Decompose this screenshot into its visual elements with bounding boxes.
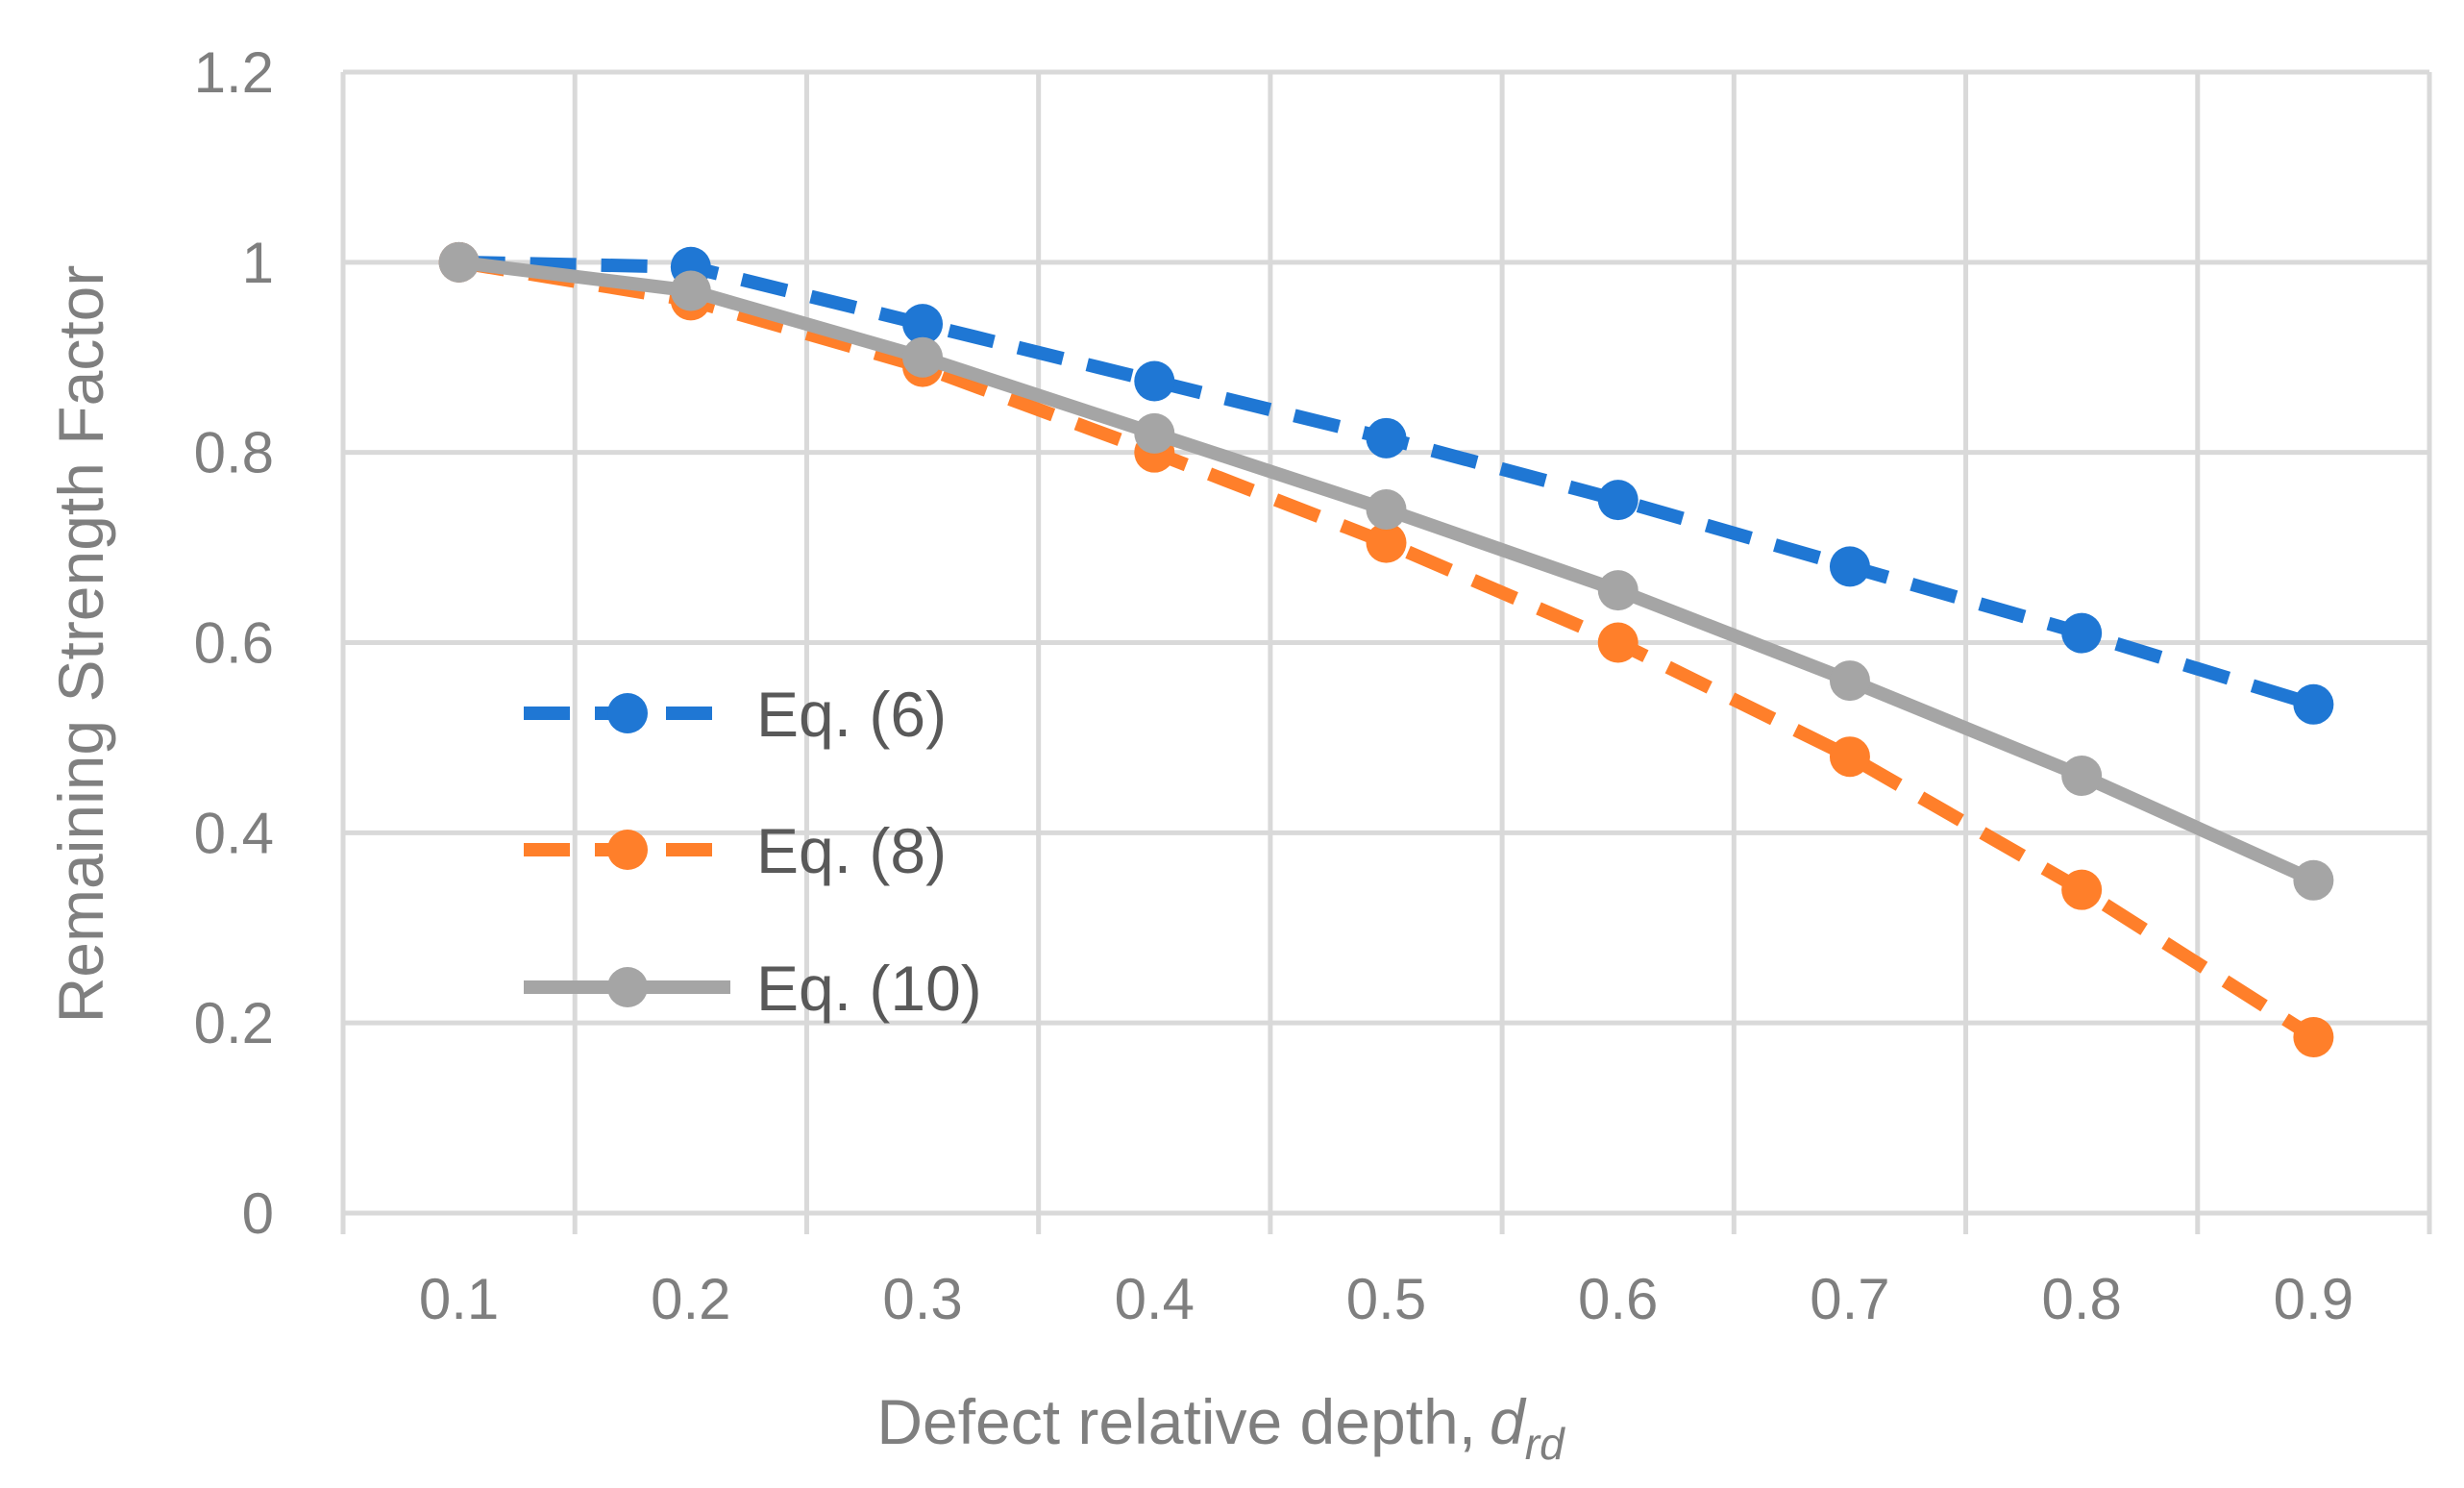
data-point (1829, 736, 1870, 778)
x-tick-label: 0.9 (2274, 1267, 2353, 1331)
series-lines (438, 241, 2334, 1058)
x-tick-label: 0.4 (1115, 1267, 1195, 1331)
x-tick-label: 0.3 (882, 1267, 962, 1331)
y-axis-title: Remaining Strength Factor (45, 265, 116, 1024)
legend: Eq. (6) Eq. (8) Eq. (10) (524, 679, 982, 1024)
x-tick-labels: 0.1 0.2 0.3 0.4 0.5 0.6 0.7 0.8 0.9 (419, 1267, 2353, 1331)
legend-label: Eq. (10) (756, 953, 982, 1024)
series-line (458, 255, 2316, 711)
x-tick-label: 0.2 (651, 1267, 730, 1331)
data-point (1597, 570, 1639, 611)
data-point (2061, 869, 2103, 910)
data-point (1366, 417, 1407, 459)
data-point (902, 304, 944, 345)
series-3 (438, 241, 2334, 901)
x-tick-label: 0.1 (419, 1267, 499, 1331)
series-line (457, 255, 2318, 1043)
x-axis-title-subscript: rd (1525, 1419, 1565, 1469)
y-tick-label: 1 (242, 231, 274, 295)
data-point (1597, 480, 1639, 521)
data-point (438, 241, 480, 283)
data-point (1597, 622, 1639, 663)
legend-label: Eq. (8) (756, 815, 947, 886)
legend-item: Eq. (8) (524, 815, 947, 886)
data-point (2061, 612, 2103, 654)
y-tick-label: 0.6 (194, 611, 274, 676)
legend-marker (607, 693, 648, 733)
y-tick-label: 0.8 (194, 421, 274, 485)
y-tick-labels: 0 0.2 0.4 0.6 0.8 1 1.2 (194, 40, 274, 1246)
data-point (1134, 360, 1175, 402)
x-tick-label: 0.7 (1810, 1267, 1889, 1331)
x-axis-title-text: Defect relative depth, (876, 1386, 1476, 1457)
legend-item: Eq. (6) (524, 679, 947, 750)
data-point (2293, 859, 2334, 901)
legend-item: Eq. (10) (524, 953, 982, 1024)
legend-marker (607, 830, 648, 870)
data-point (1366, 489, 1407, 531)
data-point (2293, 683, 2334, 725)
data-point (1366, 522, 1407, 563)
legend-label: Eq. (6) (756, 679, 947, 750)
gridlines (340, 69, 2432, 1234)
data-point (2061, 755, 2103, 796)
data-point (670, 270, 711, 311)
data-point (2293, 1017, 2334, 1058)
data-point (1829, 660, 1870, 702)
series-2 (438, 241, 2334, 1058)
data-point (1134, 412, 1175, 454)
series-1 (438, 241, 2334, 725)
x-axis-title: Defect relative depth, drd (876, 1386, 1565, 1469)
data-point (902, 336, 944, 378)
y-tick-label: 1.2 (194, 40, 274, 105)
x-tick-label: 0.5 (1346, 1267, 1426, 1331)
series-line (457, 255, 2317, 887)
legend-marker (607, 967, 648, 1007)
x-axis-title-symbol: d (1490, 1386, 1527, 1457)
x-tick-label: 0.6 (1578, 1267, 1658, 1331)
y-tick-label: 0 (242, 1181, 274, 1246)
y-tick-label: 0.4 (194, 801, 274, 865)
x-tick-label: 0.8 (2041, 1267, 2121, 1331)
data-point (1829, 546, 1870, 587)
y-tick-label: 0.2 (194, 991, 274, 1055)
